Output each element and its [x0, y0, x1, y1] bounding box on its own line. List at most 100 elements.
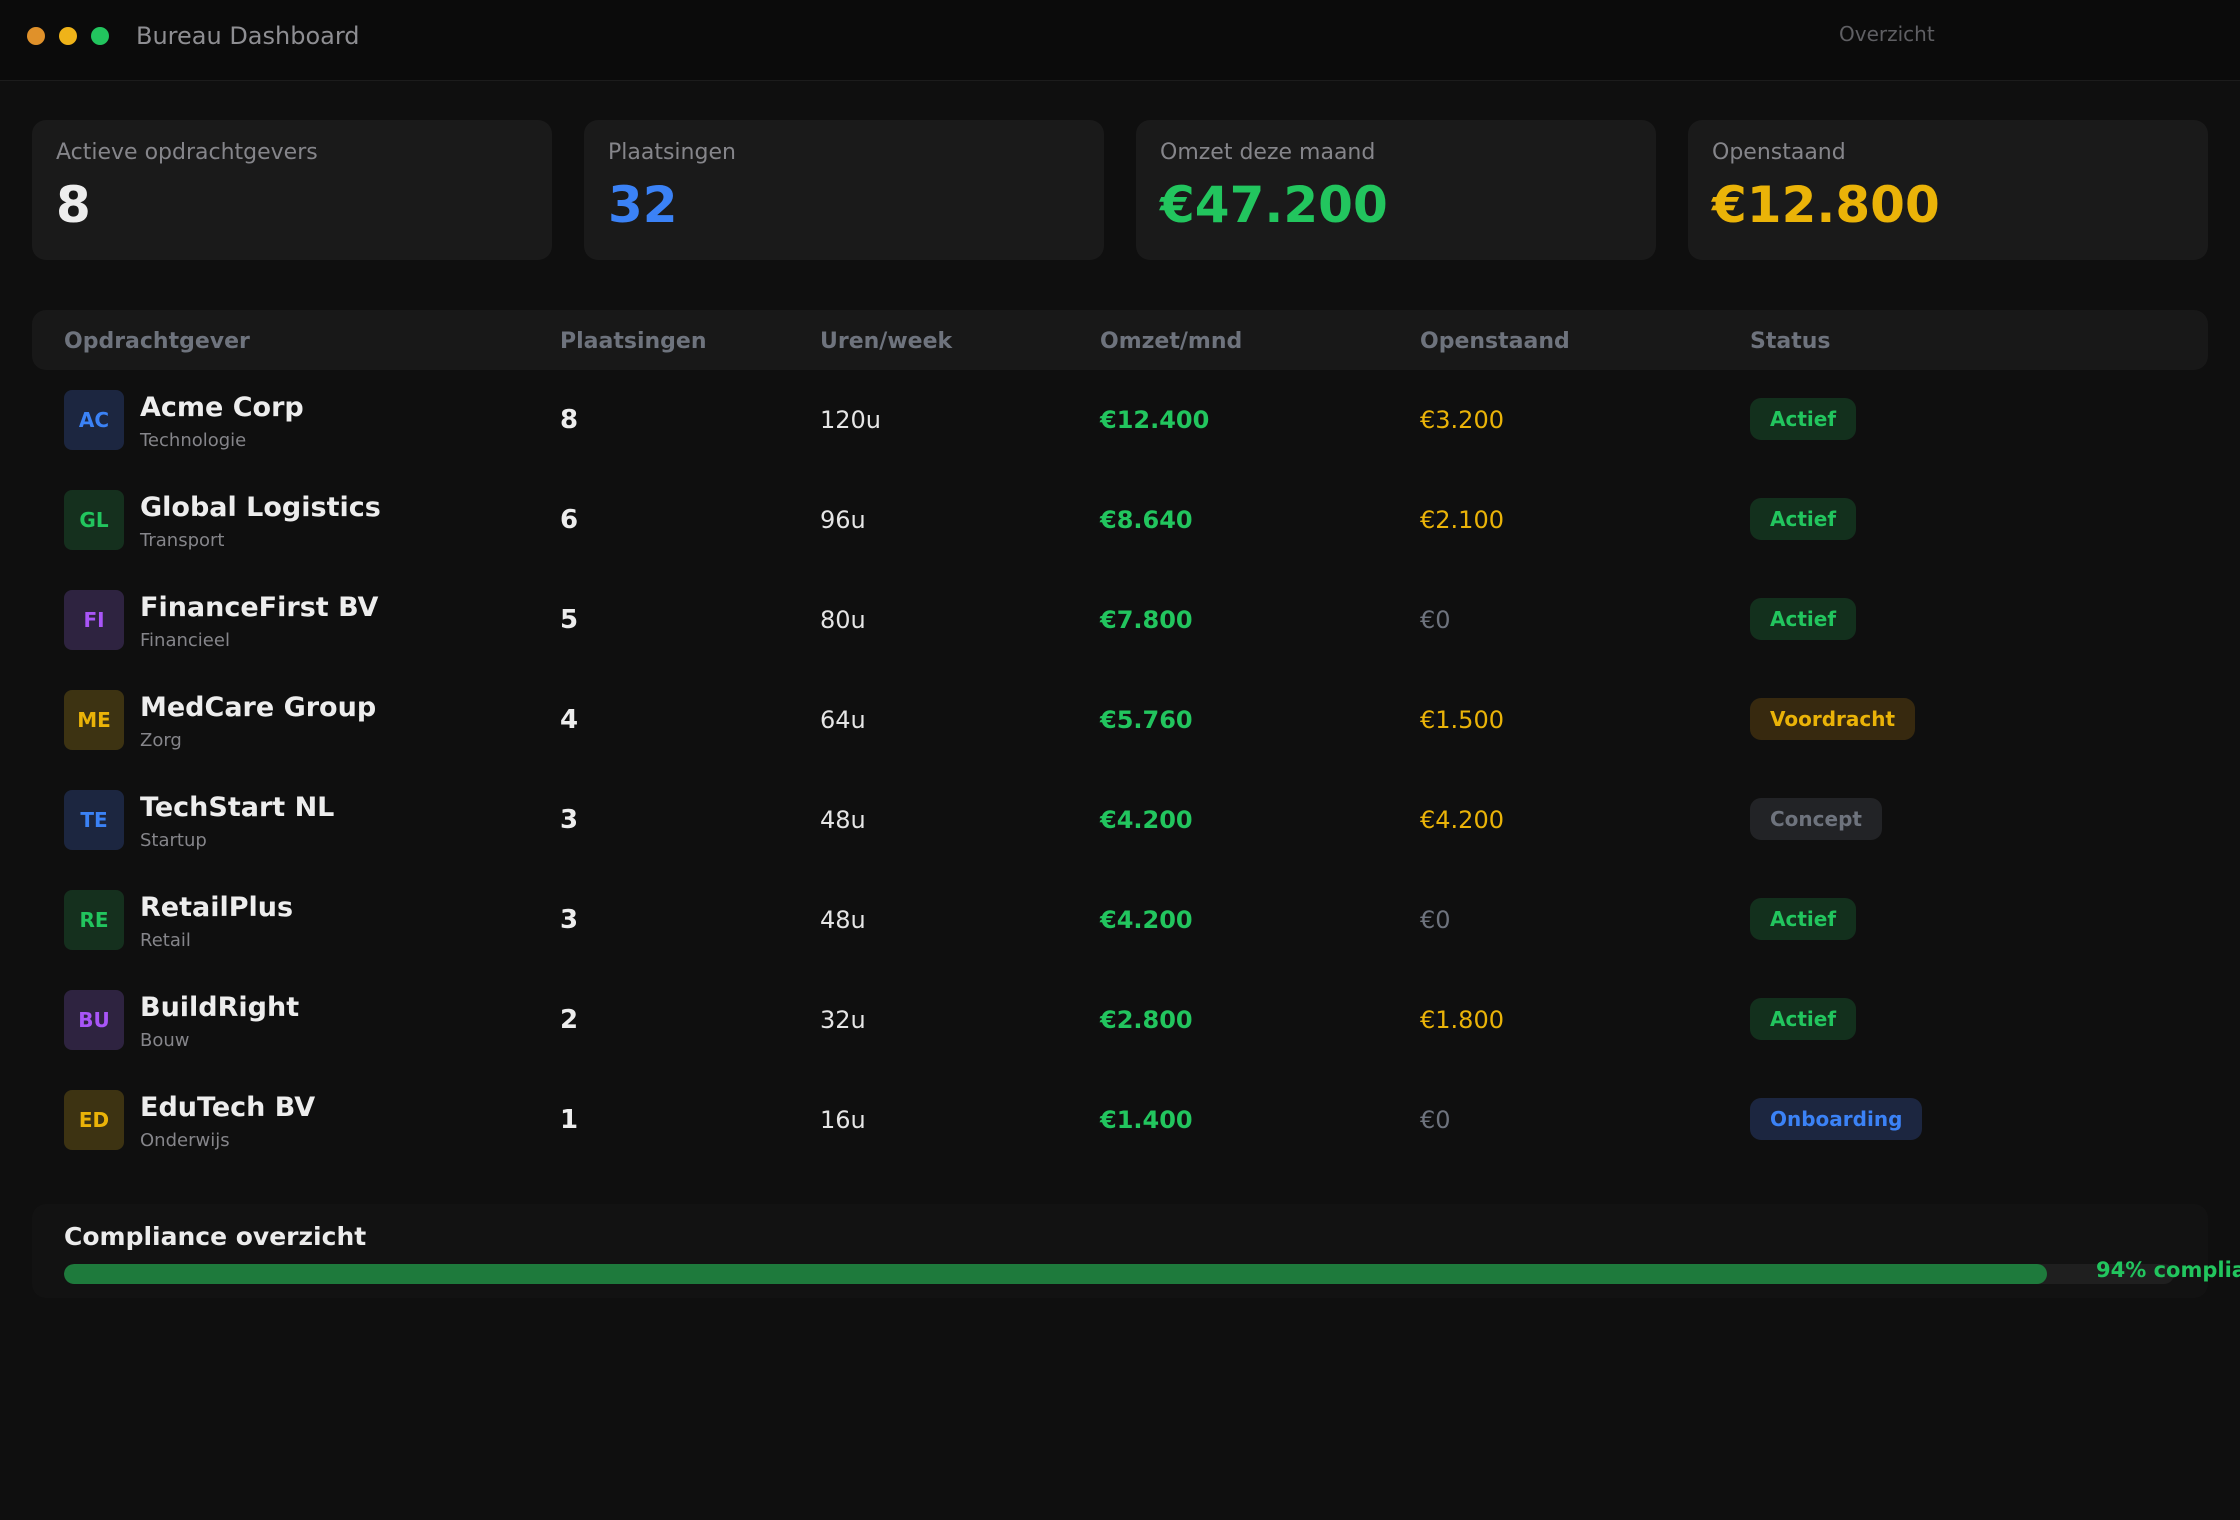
compliance-title: Compliance overzicht: [64, 1222, 367, 1251]
status-badge: Onboarding: [1750, 1098, 1923, 1140]
kpi-value: 32: [608, 176, 678, 234]
client-name: FinanceFirst BV: [140, 592, 379, 623]
monthly-revenue: €1.400: [1100, 1106, 1193, 1134]
kpi-value: 8: [56, 176, 91, 234]
status-badge: Voordracht: [1750, 698, 1916, 740]
table-row[interactable]: GL Global Logistics Transport 6 96u €8.6…: [32, 470, 2208, 570]
column-header-status[interactable]: Status: [1750, 329, 1831, 354]
kpi-card-active-clients: Actieve opdrachtgevers 8: [32, 120, 552, 260]
column-header-outstanding[interactable]: Openstaand: [1420, 329, 1570, 354]
client-sector: Transport: [140, 530, 225, 551]
monthly-revenue: €5.760: [1100, 706, 1193, 734]
minimize-window-button[interactable]: [59, 27, 77, 45]
compliance-panel: Compliance overzicht 94% compliant: [32, 1204, 2240, 1298]
monthly-revenue: €2.800: [1100, 1006, 1193, 1034]
client-sector: Zorg: [140, 730, 182, 751]
client-name: Acme Corp: [140, 392, 304, 423]
table-row[interactable]: RE RetailPlus Retail 3 48u €4.200 €0 Act…: [32, 870, 2208, 970]
kpi-value: €47.200: [1160, 176, 1388, 234]
outstanding-amount: €1.800: [1420, 1006, 1504, 1034]
client-name: Global Logistics: [140, 492, 381, 523]
table-row[interactable]: AC Acme Corp Technologie 8 120u €12.400 …: [32, 370, 2208, 470]
column-header-client[interactable]: Opdrachtgever: [64, 329, 250, 354]
compliance-progress-track: [64, 1264, 2174, 1284]
table-row[interactable]: TE TechStart NL Startup 3 48u €4.200 €4.…: [32, 770, 2208, 870]
client-sector: Retail: [140, 930, 191, 951]
client-name: MedCare Group: [140, 692, 377, 723]
column-header-placements[interactable]: Plaatsingen: [560, 329, 707, 354]
hours-per-week: 16u: [820, 1106, 866, 1134]
outstanding-amount: €2.100: [1420, 506, 1504, 534]
compliance-progress-fill: [64, 1264, 2048, 1284]
status-badge: Actief: [1750, 898, 1857, 940]
placements-count: 8: [560, 405, 579, 435]
compliance-percentage-label: 94% compliant: [2096, 1258, 2240, 1282]
status-badge: Actief: [1750, 998, 1857, 1040]
avatar: ME: [64, 690, 124, 750]
app-title: Bureau Dashboard: [136, 22, 360, 50]
kpi-card-placements: Plaatsingen 32: [584, 120, 1104, 260]
placements-count: 1: [560, 1105, 579, 1135]
kpi-label: Plaatsingen: [608, 140, 736, 165]
client-sector: Bouw: [140, 1030, 190, 1051]
status-badge: Actief: [1750, 598, 1857, 640]
avatar: RE: [64, 890, 124, 950]
client-sector: Onderwijs: [140, 1130, 230, 1151]
hours-per-week: 120u: [820, 406, 882, 434]
monthly-revenue: €12.400: [1100, 406, 1210, 434]
client-name: BuildRight: [140, 992, 300, 1023]
placements-count: 6: [560, 505, 579, 535]
outstanding-amount: €0: [1420, 906, 1451, 934]
hours-per-week: 32u: [820, 1006, 866, 1034]
client-name: TechStart NL: [140, 792, 335, 823]
client-name: EduTech BV: [140, 1092, 316, 1123]
outstanding-amount: €0: [1420, 1106, 1451, 1134]
client-sector: Technologie: [140, 430, 247, 451]
avatar: TE: [64, 790, 124, 850]
table-row[interactable]: FI FinanceFirst BV Financieel 5 80u €7.8…: [32, 570, 2208, 670]
status-badge: Concept: [1750, 798, 1882, 840]
monthly-revenue: €4.200: [1100, 906, 1193, 934]
kpi-label: Actieve opdrachtgevers: [56, 140, 318, 165]
outstanding-amount: €3.200: [1420, 406, 1504, 434]
hours-per-week: 48u: [820, 806, 866, 834]
kpi-label: Omzet deze maand: [1160, 140, 1376, 165]
placements-count: 4: [560, 705, 579, 735]
outstanding-amount: €0: [1420, 606, 1451, 634]
hours-per-week: 64u: [820, 706, 866, 734]
table-row[interactable]: ME MedCare Group Zorg 4 64u €5.760 €1.50…: [32, 670, 2208, 770]
status-badge: Actief: [1750, 398, 1857, 440]
hours-per-week: 80u: [820, 606, 866, 634]
hours-per-week: 96u: [820, 506, 866, 534]
placements-count: 3: [560, 905, 579, 935]
column-header-hours[interactable]: Uren/week: [820, 329, 953, 354]
maximize-window-button[interactable]: [91, 27, 109, 45]
column-header-revenue[interactable]: Omzet/mnd: [1100, 329, 1243, 354]
avatar: FI: [64, 590, 124, 650]
table-row[interactable]: BU BuildRight Bouw 2 32u €2.800 €1.800 A…: [32, 970, 2208, 1070]
status-badge: Actief: [1750, 498, 1857, 540]
monthly-revenue: €8.640: [1100, 506, 1193, 534]
client-name: RetailPlus: [140, 892, 294, 923]
close-window-button[interactable]: [27, 27, 45, 45]
avatar: ED: [64, 1090, 124, 1150]
title-bar: Bureau Dashboard Overzicht: [0, 0, 2240, 81]
client-sector: Financieel: [140, 630, 230, 651]
monthly-revenue: €4.200: [1100, 806, 1193, 834]
kpi-value: €12.800: [1712, 176, 1940, 234]
avatar: BU: [64, 990, 124, 1050]
hours-per-week: 48u: [820, 906, 866, 934]
placements-count: 5: [560, 605, 579, 635]
kpi-card-revenue: Omzet deze maand €47.200: [1136, 120, 1656, 260]
avatar: GL: [64, 490, 124, 550]
table-row[interactable]: ED EduTech BV Onderwijs 1 16u €1.400 €0 …: [32, 1070, 2208, 1170]
kpi-card-outstanding: Openstaand €12.800: [1688, 120, 2208, 260]
client-sector: Startup: [140, 830, 207, 851]
placements-count: 2: [560, 1005, 579, 1035]
avatar: AC: [64, 390, 124, 450]
table-header: Opdrachtgever Plaatsingen Uren/week Omze…: [32, 310, 2208, 370]
monthly-revenue: €7.800: [1100, 606, 1193, 634]
placements-count: 3: [560, 805, 579, 835]
tab-overzicht[interactable]: Overzicht: [1839, 22, 1935, 46]
outstanding-amount: €4.200: [1420, 806, 1504, 834]
